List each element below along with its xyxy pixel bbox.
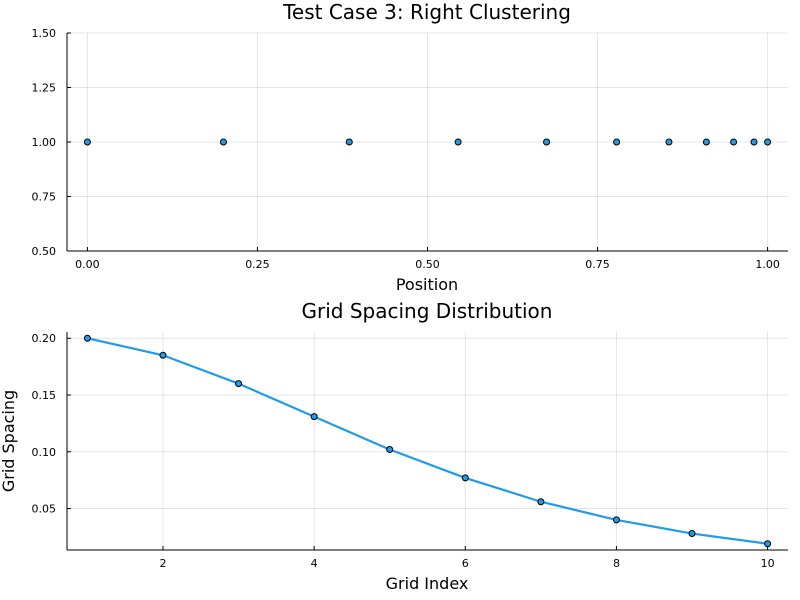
data-point — [688, 530, 696, 538]
chart-title: Test Case 3: Right Clustering — [282, 0, 571, 24]
data-point — [543, 138, 551, 146]
x-tick-label: 0.00 — [75, 258, 100, 271]
data-point — [764, 138, 772, 146]
x-tick-label: 1.00 — [755, 258, 780, 271]
y-tick-label: 0.15 — [32, 389, 57, 402]
y-tick-label: 1.25 — [32, 82, 57, 95]
data-point — [612, 516, 620, 524]
y-tick-label: 0.75 — [32, 191, 57, 204]
x-tick-label: 8 — [613, 557, 620, 570]
y-tick-label: 0.20 — [32, 332, 57, 345]
data-point — [537, 498, 545, 506]
y-tick-label: 0.10 — [32, 446, 57, 459]
y-axis-label: Grid Spacing — [0, 390, 18, 492]
y-tick-label: 0.05 — [32, 503, 57, 516]
line-panel: Grid Spacing Distribution 2 4 6 8 10 0.05 0.1… — [0, 299, 788, 593]
data-point — [219, 138, 227, 146]
data-point — [613, 138, 621, 146]
x-tick-label: 0.75 — [585, 258, 610, 271]
y-tick-label: 0.50 — [32, 245, 57, 258]
data-point — [750, 138, 758, 146]
series-line — [87, 337, 768, 545]
data-point — [83, 138, 91, 146]
x-axis-label: Position — [396, 275, 458, 294]
data-point — [702, 138, 710, 146]
x-tick-label: 6 — [462, 557, 469, 570]
data-point — [159, 351, 167, 359]
data-point — [235, 380, 243, 388]
chart-title: Grid Spacing Distribution — [302, 299, 553, 323]
data-point — [730, 138, 738, 146]
y-tick-label: 1.50 — [32, 27, 57, 40]
data-point — [454, 138, 462, 146]
x-tick-label: 0.50 — [415, 258, 440, 271]
data-point — [461, 474, 469, 482]
x-tick-label: 4 — [311, 557, 318, 570]
x-axis-label: Grid Index — [386, 574, 469, 593]
x-tick-label: 10 — [761, 557, 775, 570]
data-point — [665, 138, 673, 146]
y-tick-label: 1.00 — [32, 136, 57, 149]
data-point — [310, 413, 318, 421]
data-point — [83, 334, 91, 342]
data-point — [764, 540, 772, 548]
x-tick-label: 2 — [159, 557, 166, 570]
data-point — [345, 138, 353, 146]
data-point — [386, 446, 394, 454]
scatter-panel: Test Case 3: Right Clustering 0.00 0.25 0.… — [32, 0, 788, 294]
x-tick-label: 0.25 — [245, 258, 270, 271]
